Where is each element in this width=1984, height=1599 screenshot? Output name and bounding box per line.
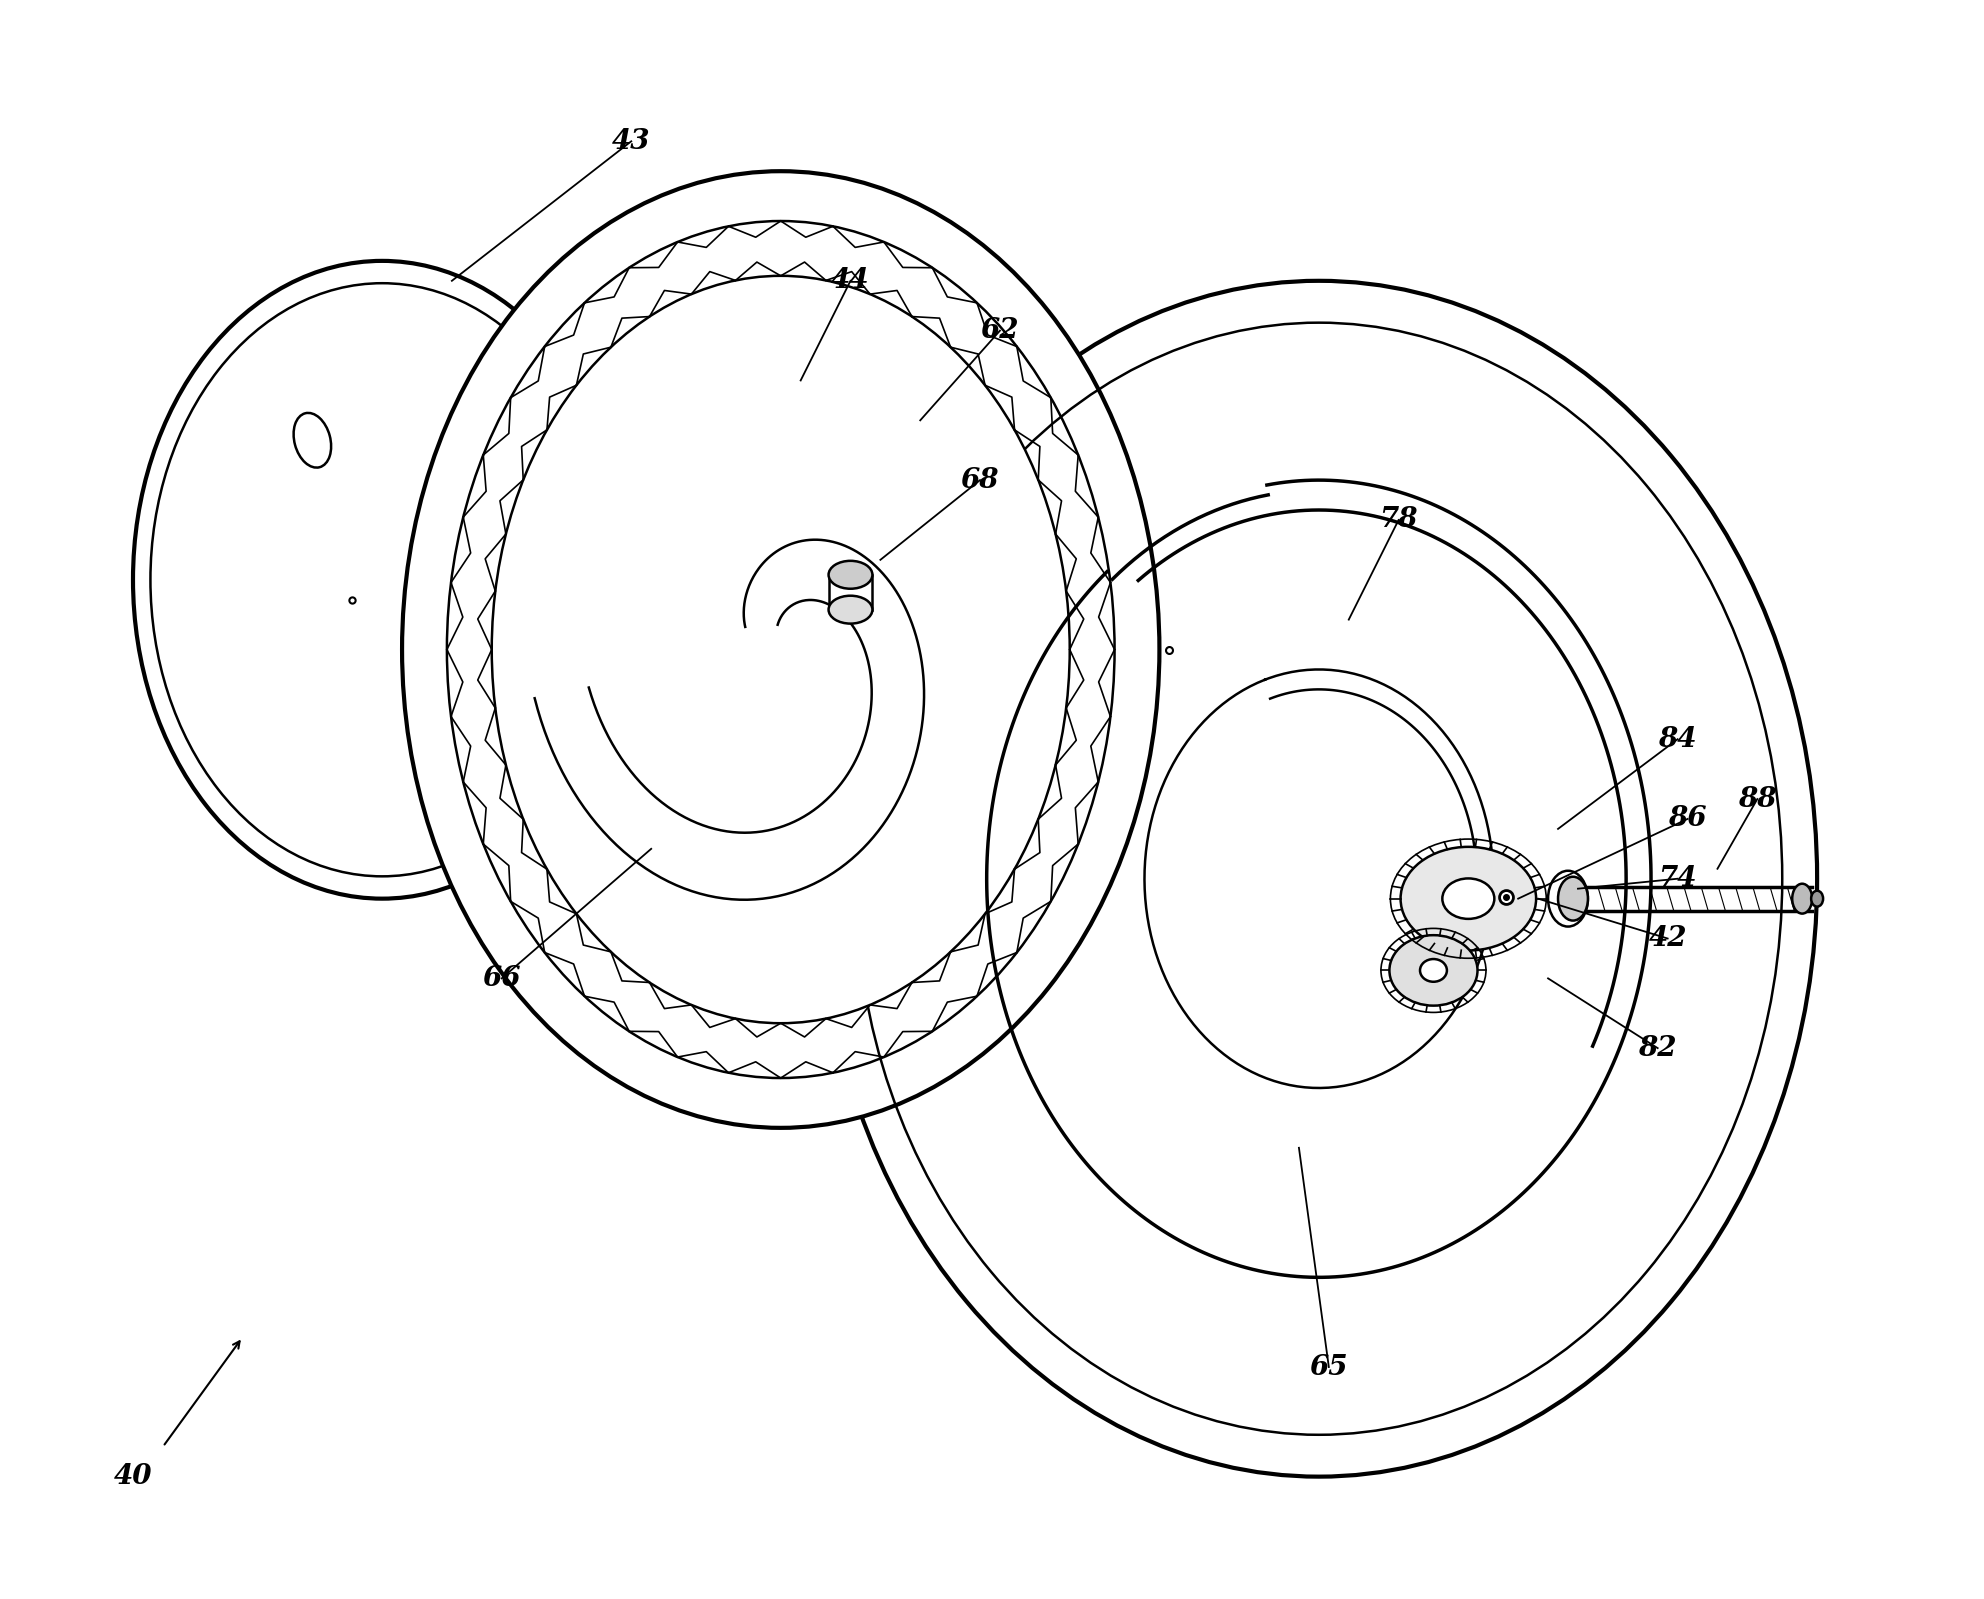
Text: 43: 43 — [611, 128, 651, 155]
Text: 86: 86 — [1669, 806, 1706, 833]
Ellipse shape — [1442, 878, 1494, 919]
Ellipse shape — [1811, 891, 1823, 907]
Text: 68: 68 — [960, 467, 1000, 494]
Ellipse shape — [403, 171, 1159, 1127]
Text: 40: 40 — [113, 1463, 153, 1490]
Ellipse shape — [1792, 884, 1811, 913]
Ellipse shape — [492, 275, 1069, 1023]
Text: 84: 84 — [1659, 726, 1696, 753]
Ellipse shape — [133, 261, 631, 899]
Ellipse shape — [1421, 959, 1446, 982]
Ellipse shape — [829, 561, 873, 588]
Ellipse shape — [1389, 935, 1478, 1006]
Ellipse shape — [1548, 871, 1587, 926]
Text: 88: 88 — [1738, 785, 1776, 812]
Ellipse shape — [1401, 847, 1536, 950]
Text: 62: 62 — [980, 317, 1020, 344]
Text: 65: 65 — [1309, 1353, 1347, 1380]
Ellipse shape — [1557, 876, 1587, 921]
Text: 74: 74 — [1659, 865, 1696, 892]
Text: 44: 44 — [831, 267, 869, 294]
Text: 82: 82 — [1639, 1035, 1676, 1062]
Text: 66: 66 — [482, 964, 522, 991]
Text: 42: 42 — [1649, 924, 1686, 951]
Ellipse shape — [829, 596, 873, 624]
Ellipse shape — [821, 281, 1817, 1476]
Text: 78: 78 — [1379, 507, 1419, 534]
